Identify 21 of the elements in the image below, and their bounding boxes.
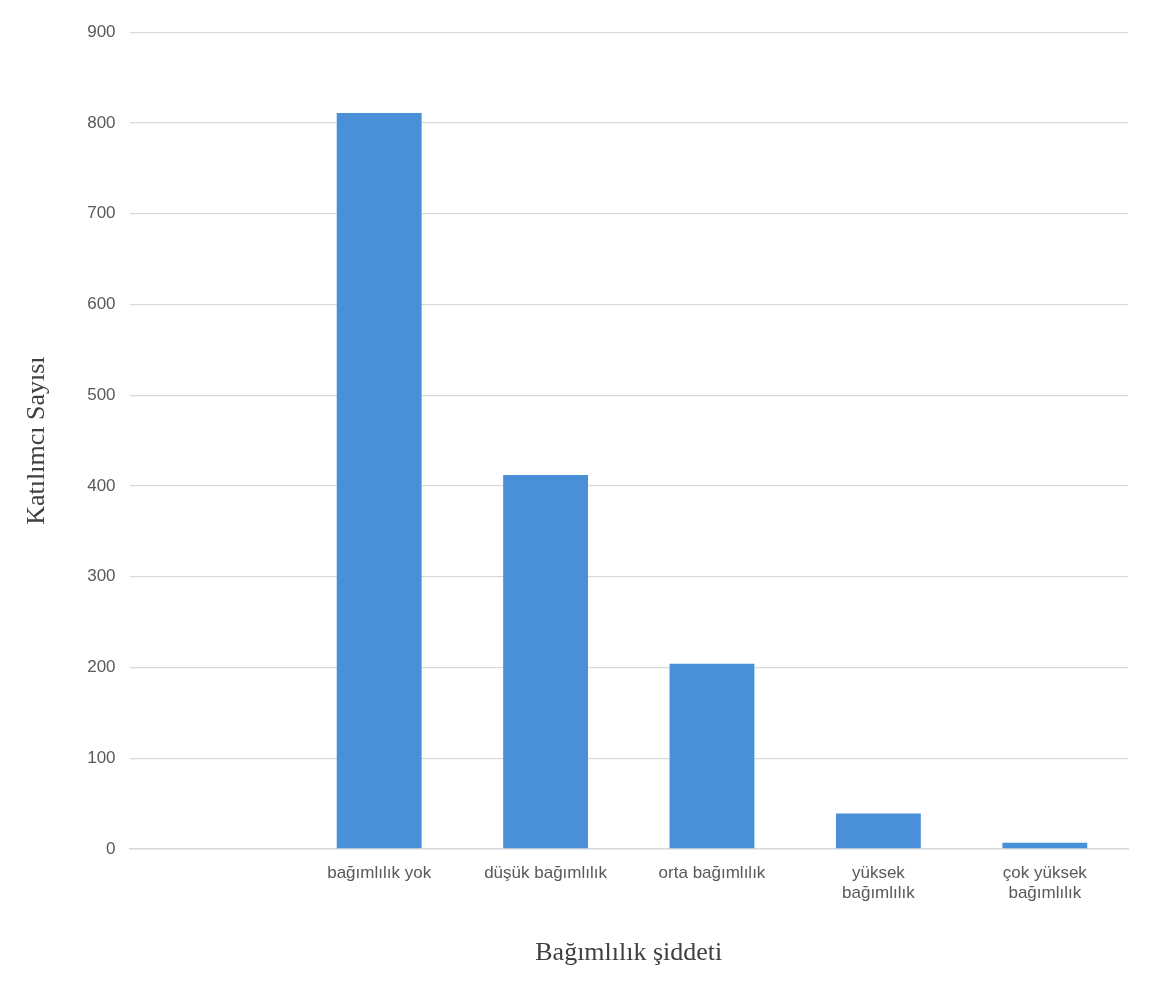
y-tick-label: 0: [106, 838, 116, 858]
x-tick-label: orta bağımlılık: [658, 862, 766, 882]
x-tick-label: çok yüksek bağımlılık: [1002, 862, 1088, 903]
x-axis-title: Bağımlılık şiddeti: [535, 937, 723, 967]
y-tick-label: 900: [87, 21, 116, 41]
y-tick-label: 800: [87, 112, 116, 132]
y-tick-label: 400: [87, 475, 116, 495]
y-tick-label: 500: [87, 384, 116, 404]
bar: [336, 112, 422, 849]
y-axis-title: Katılımcı Sayısı: [21, 356, 51, 525]
y-tick-label: 300: [87, 566, 116, 586]
bar: [835, 813, 921, 849]
bar: [669, 663, 755, 849]
x-tick-label: düşük bağımlılık: [484, 862, 608, 882]
y-tick-label: 600: [87, 294, 116, 314]
y-tick-label: 100: [87, 747, 116, 767]
x-tick-label: yüksek bağımlılık: [842, 862, 916, 903]
y-tick-label: 700: [87, 203, 116, 223]
bar: [503, 475, 589, 849]
x-tick-label: bağımlılık yok: [327, 862, 432, 882]
y-tick-label: 200: [87, 657, 116, 677]
